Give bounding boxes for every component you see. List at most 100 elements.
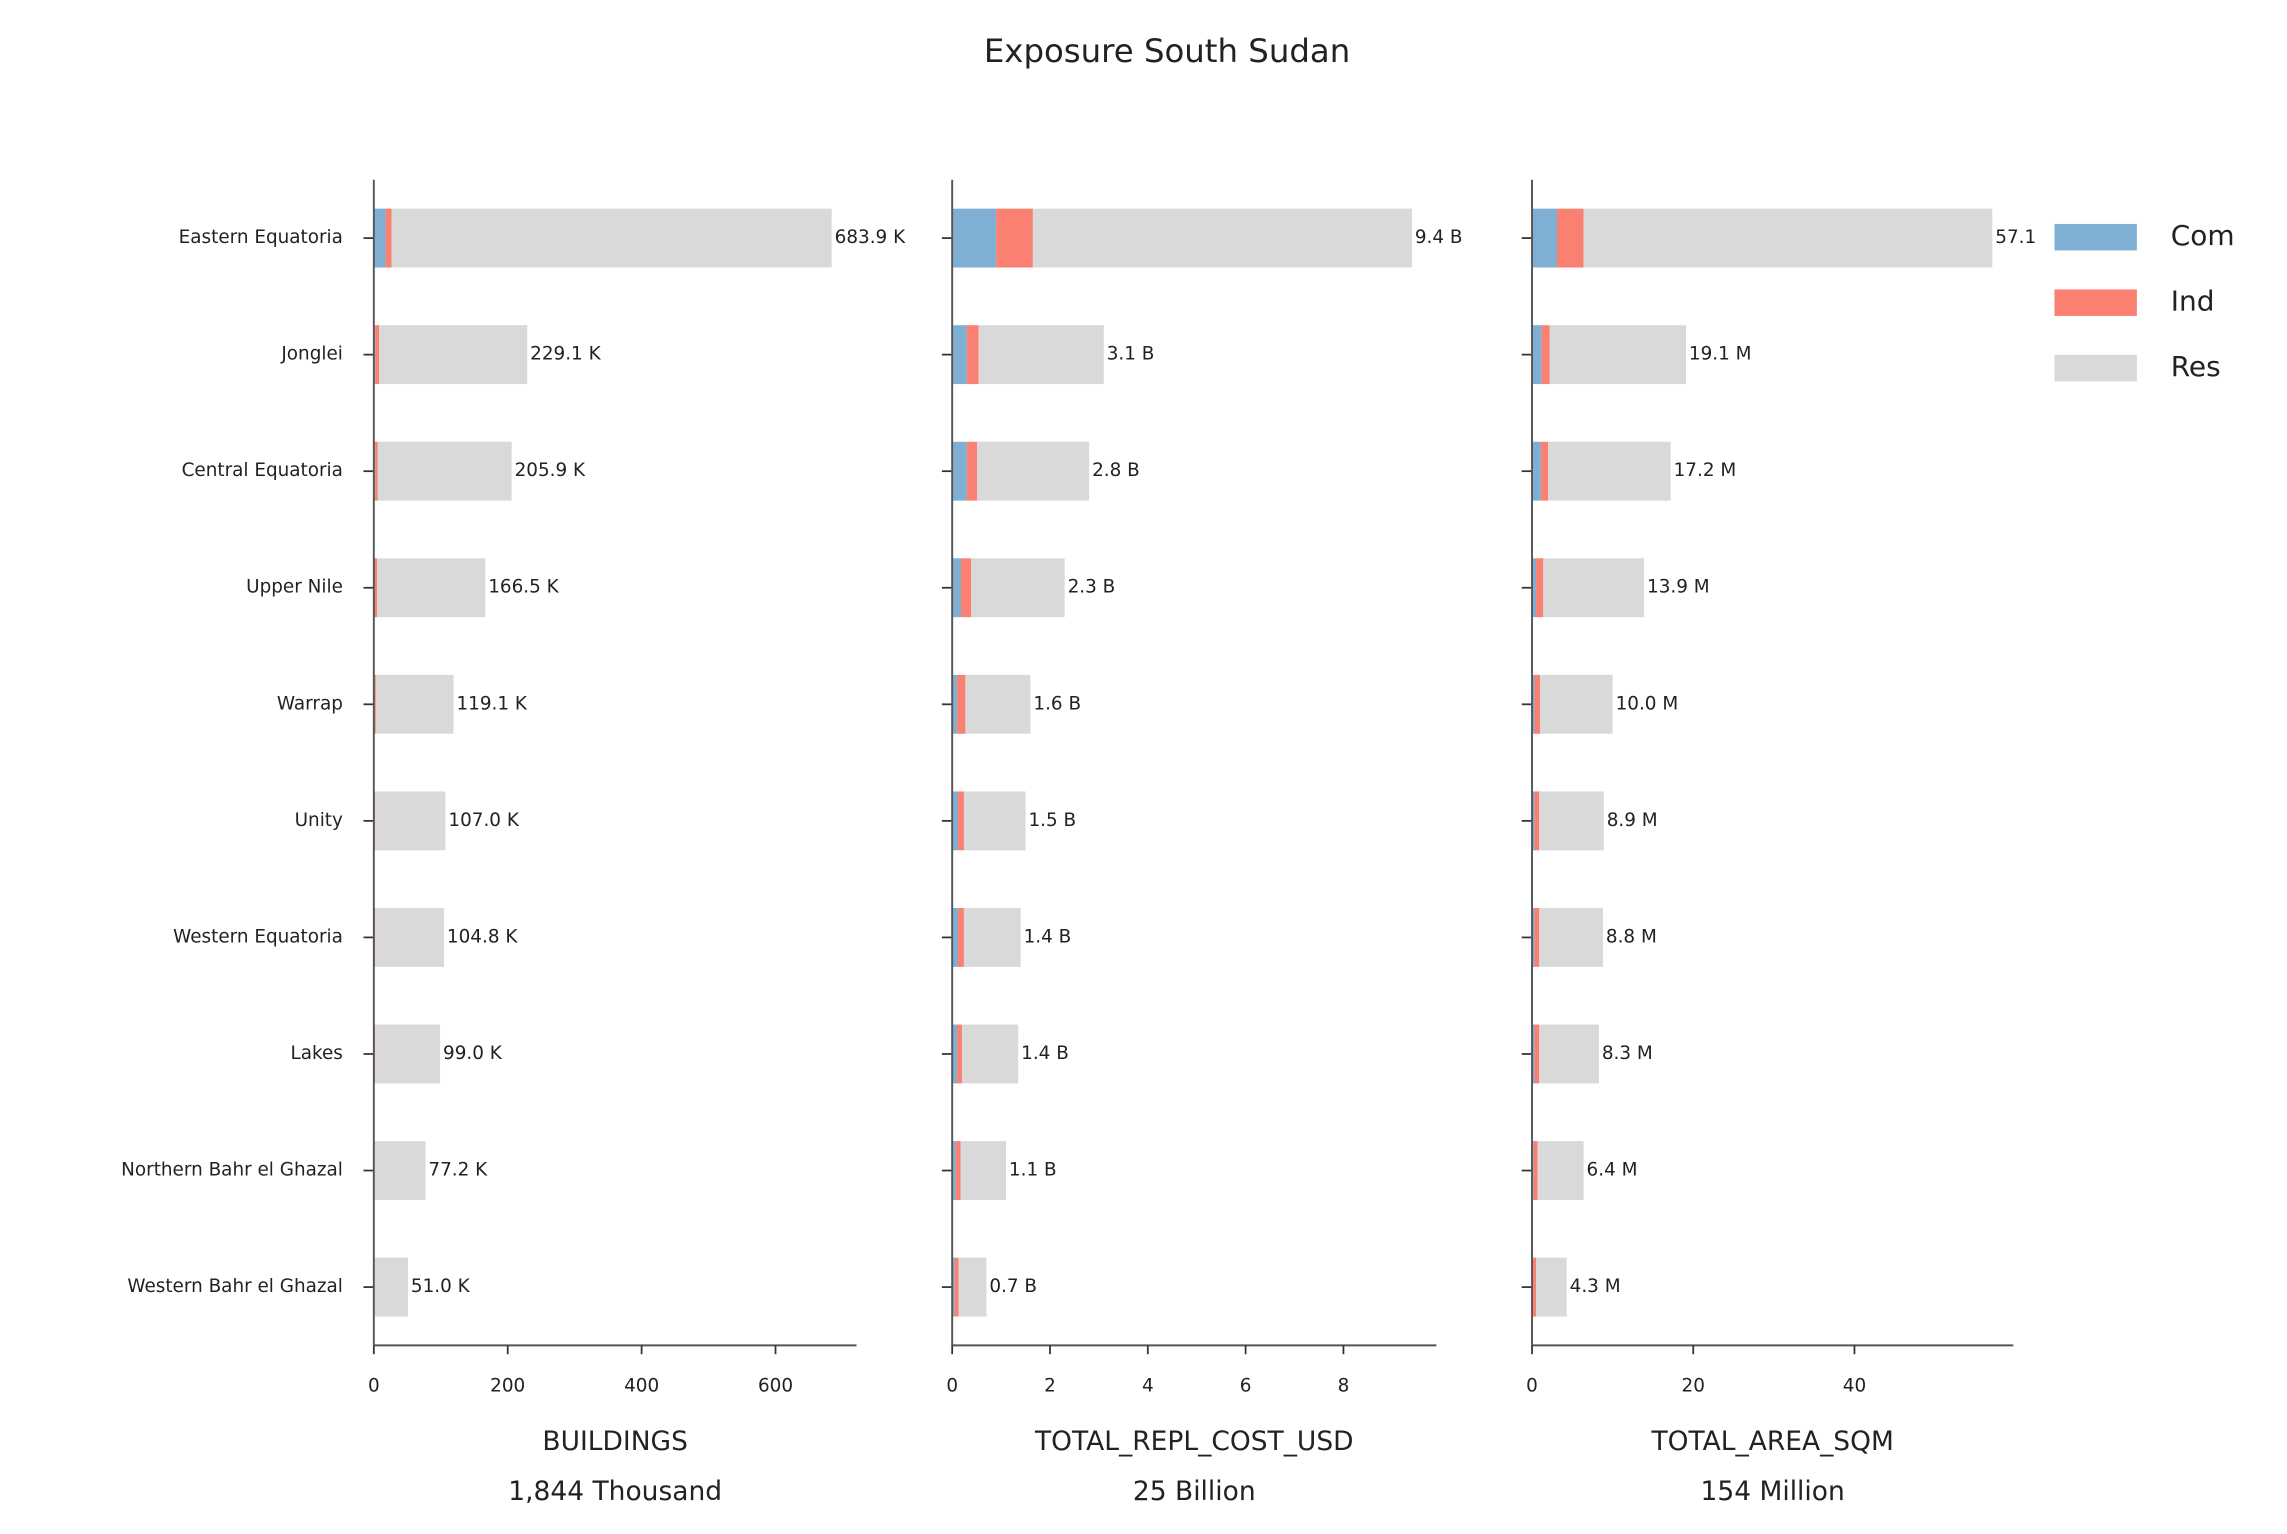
total-label: 104.8 K	[447, 926, 518, 947]
total-label: 19.1 M	[1689, 344, 1752, 365]
bar-segment	[1536, 558, 1544, 618]
bar-segment	[1541, 325, 1550, 385]
legend-label: Res	[2171, 350, 2221, 383]
total-label: 9.4 B	[1415, 227, 1463, 248]
bar-segment	[377, 441, 512, 501]
total-label: 8.8 M	[1606, 926, 1657, 947]
bar-segment	[971, 558, 1065, 618]
total-label: 0.7 B	[989, 1276, 1037, 1297]
bar-segment	[379, 325, 528, 385]
bar-segment	[1532, 441, 1541, 501]
total-label: 4.3 M	[1570, 1276, 1621, 1297]
bar-segment	[1548, 441, 1671, 501]
bar-segment	[952, 791, 959, 851]
x-tick-label: 40	[1843, 1376, 1866, 1397]
bar-segment	[1032, 208, 1412, 268]
total-label: 13.9 M	[1647, 577, 1710, 598]
total-label: 8.9 M	[1607, 810, 1658, 831]
bar-segment	[1532, 558, 1537, 618]
total-label: 1.5 B	[1028, 810, 1076, 831]
total-label: 99.0 K	[443, 1043, 503, 1064]
bar-segment	[374, 674, 376, 734]
y-tick-label: Upper Nile	[246, 577, 343, 598]
total-label: 77.2 K	[428, 1160, 488, 1181]
total-label: 3.1 B	[1107, 344, 1155, 365]
legend-label: Com	[2171, 219, 2235, 252]
bar-segment	[1534, 907, 1540, 967]
bar-segment	[1532, 208, 1558, 268]
bar-segment	[960, 1141, 1006, 1200]
bar-segment	[961, 1024, 1019, 1084]
y-tick-label: Western Equatoria	[173, 926, 343, 947]
total-label: 1.4 B	[1021, 1043, 1069, 1064]
bar-segment	[1539, 907, 1603, 967]
bar-segment	[1536, 1257, 1567, 1317]
bar-segment	[957, 1024, 962, 1084]
x-tick-label: 200	[490, 1376, 525, 1397]
bar-segment	[374, 907, 376, 967]
bar-segment	[960, 558, 972, 618]
bar-segment	[954, 1257, 959, 1317]
bar-segment	[952, 208, 997, 268]
bar-segment	[952, 325, 967, 385]
x-tick-label: 0	[368, 1376, 380, 1397]
bar-segment	[375, 441, 378, 501]
bar-segment	[374, 791, 376, 851]
bar-segment	[1532, 325, 1542, 385]
bar-segment	[952, 558, 961, 618]
bar-segment	[963, 907, 1021, 967]
total-label: 8.3 M	[1602, 1043, 1653, 1064]
total-label: 107.0 K	[448, 810, 519, 831]
legend-swatch	[2054, 289, 2137, 316]
x-axis-label: 25 Billion	[1133, 1476, 1256, 1507]
bar-segment	[952, 1141, 956, 1200]
total-label: 229.1 K	[530, 344, 601, 365]
y-tick-label: Northern Bahr el Ghazal	[121, 1160, 343, 1181]
bar-segment	[1539, 791, 1604, 851]
total-label: 119.1 K	[456, 693, 527, 714]
bar-segment	[1532, 907, 1535, 967]
bar-segment	[374, 1024, 376, 1084]
legend-swatch	[2054, 223, 2137, 251]
bar-segment	[965, 674, 1031, 734]
bar-segment	[1532, 674, 1535, 734]
bar-segment	[952, 907, 959, 967]
bar-segment	[375, 907, 444, 967]
total-label: 1.4 B	[1024, 926, 1072, 947]
bar-segment	[978, 325, 1104, 385]
total-label: 51.0 K	[411, 1276, 471, 1297]
bar-segment	[385, 208, 392, 268]
bar-segment	[952, 441, 967, 501]
bar-segment	[1534, 1024, 1540, 1084]
bar-segment	[375, 674, 454, 734]
x-tick-label: 6	[1240, 1376, 1252, 1397]
bar-segment	[952, 1257, 955, 1317]
bar-segment	[374, 1141, 426, 1200]
total-label: 6.4 M	[1587, 1160, 1638, 1181]
bar-segment	[1539, 1024, 1599, 1084]
bar-segment	[375, 1024, 441, 1084]
bar-segment	[963, 791, 1026, 851]
x-tick-label: 2	[1044, 1376, 1056, 1397]
x-tick-label: 4	[1142, 1376, 1154, 1397]
y-tick-label: Jonglei	[280, 344, 343, 365]
bar-segment	[374, 1257, 408, 1317]
bar-segment	[1534, 791, 1540, 851]
y-tick-label: Lakes	[291, 1043, 343, 1064]
bar-segment	[955, 1141, 961, 1200]
x-axis-label: TOTAL_AREA_SQM	[1650, 1426, 1893, 1457]
bar-segment	[1533, 1141, 1538, 1200]
bar-segment	[1534, 674, 1541, 734]
bar-segment	[966, 325, 979, 385]
bar-segment	[952, 1024, 958, 1084]
bar-segment	[966, 441, 978, 501]
total-label: 683.9 K	[835, 227, 906, 248]
total-label: 1.6 B	[1033, 693, 1081, 714]
y-tick-label: Central Equatoria	[182, 460, 343, 481]
legend-label: Ind	[2171, 285, 2215, 318]
total-label: 2.3 B	[1068, 577, 1116, 598]
x-tick-label: 20	[1682, 1376, 1705, 1397]
bar-segment	[1532, 1024, 1535, 1084]
